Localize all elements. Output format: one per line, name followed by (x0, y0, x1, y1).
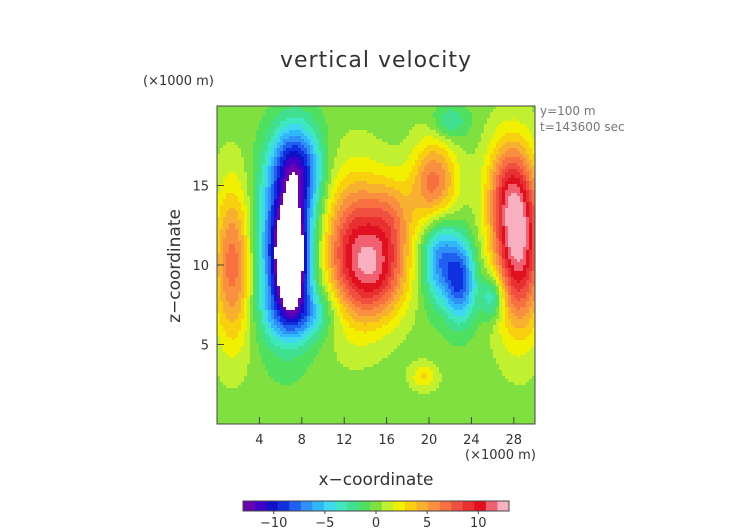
x-axis-unit-label: (×1000 m) (465, 448, 536, 463)
colorbar-swatch (462, 501, 475, 511)
annotation-y-position: y=100 m (540, 104, 596, 118)
y-axis-unit-label: (×1000 m) (143, 74, 214, 89)
colorbar-swatch (243, 501, 255, 511)
y-tick-label: 5 (201, 339, 209, 354)
colorbar-swatch (358, 501, 371, 511)
chart-title: vertical velocity (279, 48, 472, 73)
x-tick-label: 24 (463, 433, 480, 448)
colorbar-swatch (393, 501, 406, 511)
colorbar-swatch (277, 501, 290, 511)
colorbar-swatch (497, 501, 510, 511)
colorbar-swatch (289, 501, 302, 511)
colorbar-swatch (428, 501, 440, 511)
colorbar-swatch (347, 501, 359, 511)
colorbar-tick-label: −10 (260, 516, 287, 531)
x-tick-label: 12 (336, 433, 353, 448)
x-tick-label: 4 (255, 433, 263, 448)
colorbar-swatch (370, 501, 383, 511)
y-tick-label: 10 (192, 259, 209, 274)
colorbar-swatch (266, 501, 278, 511)
colorbar-swatch (439, 501, 452, 511)
x-tick-label: 16 (378, 433, 395, 448)
colorbar-tick-label: 10 (470, 516, 487, 531)
colorbar-swatch (254, 501, 267, 511)
colorbar-swatch (323, 501, 336, 511)
colorbar-tick-label: 0 (372, 516, 380, 531)
colorbar-swatch (404, 501, 417, 511)
colorbar-tick-label: −5 (315, 516, 334, 531)
x-tick-label: 28 (506, 433, 523, 448)
y-tick-label: 15 (192, 180, 209, 195)
colorbar-swatch (416, 501, 429, 511)
colorbar-swatch (312, 501, 325, 511)
colorbar-swatch (300, 501, 313, 511)
annotation-time: t=143600 sec (540, 120, 625, 134)
colorbar-swatch (451, 501, 464, 511)
colorbar-swatch (474, 501, 487, 511)
x-tick-label: 8 (298, 433, 306, 448)
colorbar-tick-label: 5 (423, 516, 431, 531)
colorbar-swatch (485, 501, 498, 511)
colorbar-swatch (381, 501, 394, 511)
colorbar-swatch (335, 501, 348, 511)
x-tick-label: 20 (421, 433, 438, 448)
x-axis-label: x−coordinate (318, 470, 434, 490)
heatmap-field (217, 106, 536, 425)
